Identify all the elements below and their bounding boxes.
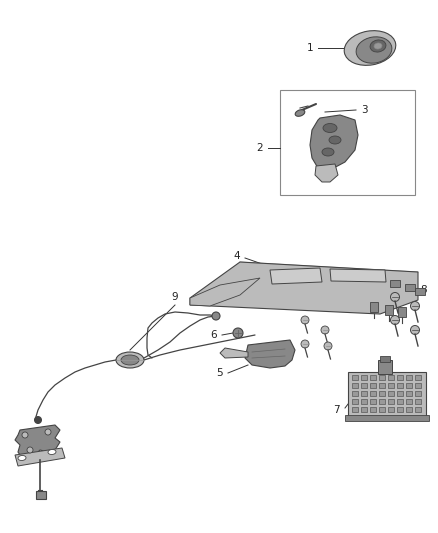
Bar [388,375,394,380]
Bar [397,407,403,412]
Ellipse shape [344,31,396,66]
Circle shape [391,293,399,302]
Circle shape [301,340,309,348]
Circle shape [324,342,332,350]
Bar [379,375,385,380]
Bar [406,407,412,412]
Text: 5: 5 [216,368,223,378]
Bar [370,391,376,396]
Bar [415,288,425,295]
Bar [406,375,412,380]
Bar [415,407,421,412]
Polygon shape [245,340,295,368]
Circle shape [301,316,309,324]
Bar [352,383,358,388]
Text: 3: 3 [361,105,367,115]
Bar [36,491,46,499]
Bar [415,391,421,396]
Bar [370,399,376,404]
Circle shape [233,328,243,338]
Bar [380,356,390,362]
Bar [398,307,406,317]
Bar [406,399,412,404]
Ellipse shape [374,43,382,49]
Text: 1: 1 [306,43,313,53]
Bar [370,383,376,388]
Bar [397,391,403,396]
Circle shape [391,316,399,325]
Bar [415,399,421,404]
Bar [361,375,367,380]
Circle shape [35,416,42,424]
Ellipse shape [295,110,305,116]
Ellipse shape [48,449,56,455]
Bar [361,407,367,412]
Bar [370,375,376,380]
Polygon shape [15,425,60,460]
Text: 7: 7 [333,405,340,415]
Bar [352,399,358,404]
Text: 8: 8 [420,285,427,295]
Bar [378,360,392,374]
Circle shape [410,326,420,335]
Bar [388,407,394,412]
Circle shape [410,302,420,311]
Ellipse shape [116,352,144,368]
Ellipse shape [329,136,341,144]
Bar [361,399,367,404]
Circle shape [45,429,51,435]
Bar [379,399,385,404]
Bar [385,305,393,315]
Polygon shape [315,164,338,182]
Bar [406,383,412,388]
Bar [345,415,429,421]
Bar [415,375,421,380]
Circle shape [22,432,28,438]
Ellipse shape [121,355,139,365]
Bar [379,407,385,412]
Bar [352,407,358,412]
Circle shape [321,326,329,334]
Bar [361,383,367,388]
Bar [405,284,415,291]
Bar [352,375,358,380]
Polygon shape [220,348,248,358]
Circle shape [27,447,33,453]
Polygon shape [330,269,386,282]
Bar [415,383,421,388]
Bar [388,399,394,404]
Bar [406,391,412,396]
Ellipse shape [322,148,334,156]
Ellipse shape [370,40,386,52]
Bar [361,391,367,396]
Bar [379,383,385,388]
Text: 9: 9 [172,292,178,302]
Ellipse shape [18,456,26,461]
Circle shape [212,312,220,320]
Bar [397,399,403,404]
Polygon shape [190,278,260,306]
Polygon shape [15,448,65,466]
Bar [388,391,394,396]
Ellipse shape [356,37,392,63]
Text: 6: 6 [210,330,217,340]
Bar [348,372,426,417]
Bar [397,383,403,388]
Polygon shape [270,268,322,284]
Polygon shape [190,262,418,314]
Bar [280,90,415,195]
Bar [390,280,400,287]
Polygon shape [310,115,358,170]
Ellipse shape [323,124,337,133]
Bar [388,383,394,388]
Text: 2: 2 [256,143,263,153]
Bar [397,375,403,380]
Bar [370,302,378,312]
Bar [370,407,376,412]
Bar [379,391,385,396]
Bar [352,391,358,396]
Text: 4: 4 [233,251,240,261]
